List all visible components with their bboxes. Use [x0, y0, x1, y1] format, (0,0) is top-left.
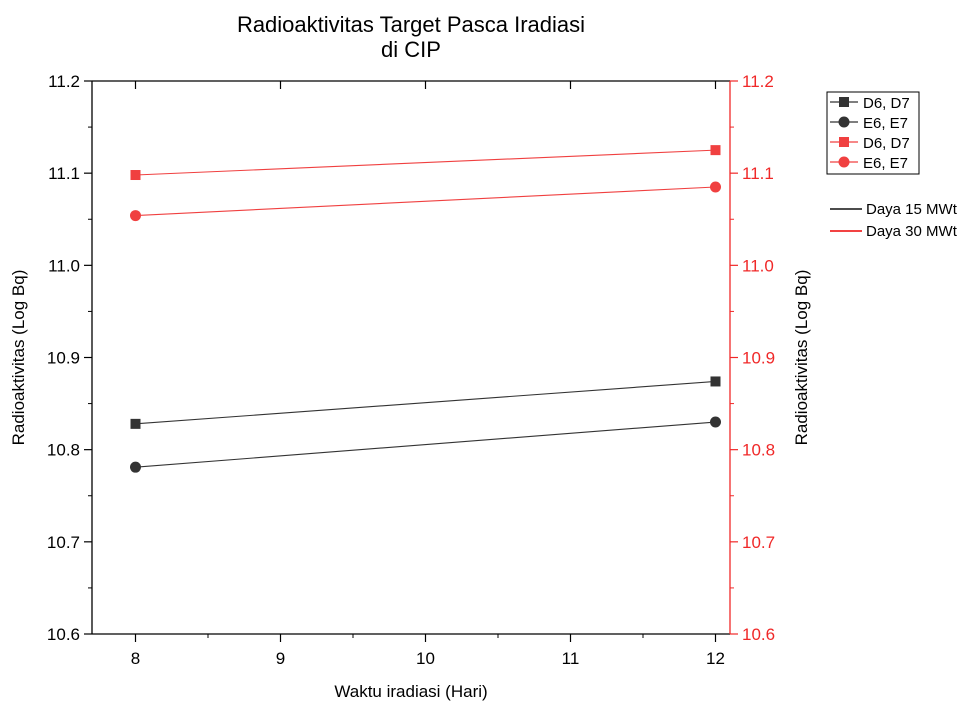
y-right-tick-label: 10.8: [742, 441, 775, 460]
y-right-tick-label: 10.9: [742, 349, 775, 368]
legend-marker: [838, 156, 850, 168]
y-left-tick-label: 10.9: [47, 349, 80, 368]
y-axis-right-label: Radioaktivitas (Log Bq): [792, 270, 811, 446]
y-left-tick-label: 11.0: [48, 256, 80, 275]
series-line: [135, 380, 716, 425]
x-tick-label: 12: [706, 649, 725, 668]
y-left-tick-label: 10.8: [47, 441, 80, 460]
legend-marker: [839, 137, 849, 147]
series-line: [135, 149, 716, 176]
x-tick-label: 9: [276, 649, 285, 668]
x-tick-label: 10: [416, 649, 435, 668]
y-left-tick-label: 10.7: [47, 533, 80, 552]
plot-area: [130, 145, 721, 473]
y-left-tick-label: 10.6: [47, 625, 80, 644]
data-point: [130, 170, 141, 181]
x-axis-label: Waktu iradiasi (Hari): [334, 682, 487, 701]
x-tick-label: 8: [131, 649, 140, 668]
y-right-tick-label: 11.2: [742, 72, 774, 91]
data-point: [130, 210, 141, 222]
series-line: [135, 186, 716, 217]
chart-title-line: di CIP: [381, 37, 441, 62]
y-left-tick-label: 11.1: [48, 164, 80, 183]
series-4: [130, 181, 721, 222]
y-right-tick-label: 10.6: [742, 625, 775, 644]
power-legend-label: Daya 15 MWt: [866, 201, 958, 218]
power-legend-label: Daya 30 MWt: [866, 223, 958, 240]
data-point: [710, 376, 721, 387]
legend-marker: [839, 97, 849, 107]
series-2: [130, 416, 721, 473]
legend-marker: [838, 116, 850, 128]
chart-title-line: Radioaktivitas Target Pasca Iradiasi: [237, 12, 585, 37]
legend-label: D6, D7: [863, 95, 910, 112]
data-point: [710, 145, 721, 156]
data-point: [710, 416, 721, 428]
data-point: [130, 418, 141, 429]
x-tick-label: 11: [562, 649, 580, 668]
legend-label: D6, D7: [863, 135, 910, 152]
series-1: [130, 376, 721, 429]
y-axis-left-label: Radioaktivitas (Log Bq): [9, 270, 28, 446]
axes: 8 9 10 11 12 10.6 10.6 10.7 10.7 10.8 10.8 10.9 10.9…: [9, 72, 811, 701]
y-right-tick-label: 11.0: [742, 256, 774, 275]
data-point: [710, 181, 721, 193]
legend-label: E6, E7: [863, 115, 908, 132]
y-right-tick-label: 10.7: [742, 533, 775, 552]
y-left-tick-label: 11.2: [48, 72, 80, 91]
data-point: [130, 461, 141, 473]
series-3: [130, 145, 721, 181]
y-right-tick-label: 11.1: [742, 164, 774, 183]
series-line: [135, 421, 716, 468]
legend-label: E6, E7: [863, 155, 908, 172]
legend: D6, D7 E6, E7 D6, D7 E6, E7 Daya 15 MWt Daya …: [826, 91, 958, 240]
